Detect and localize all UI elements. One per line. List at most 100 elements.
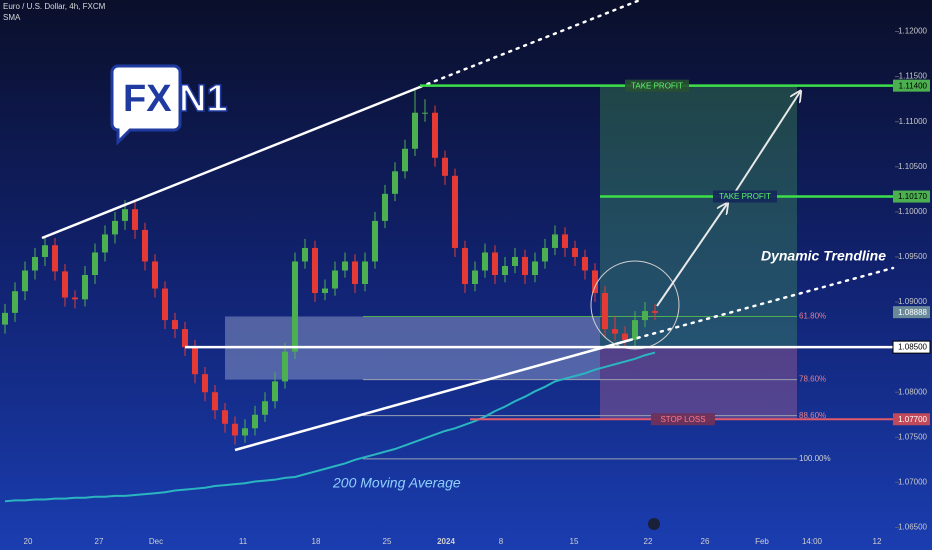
candle-body bbox=[622, 333, 628, 340]
price-badge bbox=[893, 306, 930, 319]
candle-body bbox=[522, 256, 528, 275]
candle-body bbox=[42, 245, 48, 257]
candle-body bbox=[532, 261, 538, 275]
candle-body bbox=[462, 247, 468, 285]
price-badge bbox=[892, 340, 931, 354]
arrow bbox=[656, 204, 727, 307]
fib-label: 88.60% bbox=[799, 411, 826, 420]
zone-loss bbox=[600, 347, 797, 420]
price-badge bbox=[893, 413, 930, 426]
icon[interactable] bbox=[648, 518, 660, 530]
candle-body bbox=[92, 252, 98, 275]
y-tick-label: 1.11000 bbox=[899, 117, 928, 126]
arrow bbox=[729, 92, 800, 201]
price-badge-label: 1.08500 bbox=[898, 343, 927, 352]
candle-body bbox=[342, 261, 348, 271]
candle-body bbox=[32, 256, 38, 271]
annotation: Dynamic Trendline bbox=[761, 248, 886, 264]
candle-body bbox=[112, 220, 118, 235]
candle-body bbox=[232, 423, 238, 436]
y-tick-label: 1.09500 bbox=[898, 252, 927, 261]
fib-label: 78.60% bbox=[799, 375, 826, 384]
candles bbox=[2, 90, 658, 503]
level-tag-bg bbox=[625, 79, 689, 92]
candle-body bbox=[562, 234, 568, 248]
candle-body bbox=[482, 252, 488, 271]
level-tag: TAKE PROFIT bbox=[719, 192, 771, 201]
price-badge bbox=[893, 79, 930, 92]
candle-body bbox=[2, 312, 8, 325]
candle-body bbox=[272, 381, 278, 402]
candle-body bbox=[612, 329, 618, 334]
candle-body bbox=[582, 256, 588, 271]
logo-text: FX bbox=[123, 78, 172, 120]
x-tick-label: Feb bbox=[755, 537, 769, 546]
candle-body bbox=[452, 175, 458, 248]
x-tick-label: 15 bbox=[570, 537, 579, 546]
price-badge-label: 1.10170 bbox=[898, 192, 927, 201]
candle-body bbox=[132, 209, 138, 230]
level-tag-bg bbox=[713, 190, 777, 203]
candle-body bbox=[252, 414, 258, 429]
sma-line bbox=[4, 351, 656, 503]
y-tick-label: 1.07500 bbox=[898, 432, 927, 441]
candle-body bbox=[172, 320, 178, 330]
candle-body bbox=[12, 291, 18, 313]
candle-body bbox=[372, 220, 378, 262]
fib-label: 61.80% bbox=[799, 312, 826, 321]
candle-body bbox=[642, 311, 648, 321]
y-tick-label: 1.11500 bbox=[899, 72, 928, 81]
candle-body bbox=[552, 234, 558, 248]
candle-body bbox=[332, 270, 338, 289]
x-tick-label: 11 bbox=[239, 537, 248, 546]
y-tick-label: 1.09000 bbox=[898, 297, 927, 306]
x-tick-label: 18 bbox=[312, 537, 321, 546]
annotation: 200 Moving Average bbox=[332, 475, 461, 491]
candle-body bbox=[492, 252, 498, 275]
candle-body bbox=[82, 275, 88, 300]
y-tick-label: 1.12000 bbox=[898, 27, 927, 36]
candle-body bbox=[62, 271, 68, 298]
candle-body bbox=[592, 270, 598, 294]
candle-body bbox=[442, 157, 448, 176]
axes: 1.06500 1.07000 1.07500 1.08000 1.08500 1.090… bbox=[24, 27, 931, 546]
candle-body bbox=[322, 288, 328, 294]
candle-body bbox=[542, 247, 548, 262]
logo-text: N1 bbox=[179, 78, 228, 120]
candle-body bbox=[362, 261, 368, 285]
x-tick-label: 26 bbox=[701, 537, 710, 546]
candle-body bbox=[162, 288, 168, 321]
candle-body bbox=[652, 311, 658, 313]
candle-body bbox=[52, 245, 58, 272]
candle-body bbox=[512, 256, 518, 266]
logo-box bbox=[110, 64, 182, 146]
indicator-name: SMA bbox=[3, 13, 21, 22]
price-badge-label: 1.11400 bbox=[899, 81, 928, 90]
x-tick-label: 8 bbox=[499, 537, 504, 546]
circle bbox=[590, 260, 680, 350]
zone-profit bbox=[600, 85, 797, 348]
y-tick-label: 1.10500 bbox=[898, 162, 927, 171]
price-badge-label: 1.08888 bbox=[898, 308, 927, 317]
y-tick-label: 1.08000 bbox=[898, 387, 927, 396]
level-tag: TAKE PROFIT bbox=[631, 81, 683, 90]
trendline-upper-ext bbox=[418, 0, 642, 89]
x-tick-label: 2024 bbox=[437, 537, 455, 546]
x-tick-label: 27 bbox=[95, 537, 104, 546]
candle-body bbox=[292, 261, 298, 352]
candle-body bbox=[502, 265, 508, 275]
price-badge bbox=[893, 190, 930, 203]
candle-body bbox=[142, 229, 148, 262]
candle-body bbox=[392, 171, 398, 194]
candle-body bbox=[312, 247, 318, 294]
candle-body bbox=[282, 351, 288, 382]
x-tick-label: 14:00 bbox=[802, 537, 823, 546]
candle-body bbox=[402, 148, 408, 172]
fib-label: 100.00% bbox=[799, 454, 831, 463]
candle-body bbox=[472, 270, 478, 285]
y-tick-label: 1.10000 bbox=[898, 207, 927, 216]
x-tick-label: 12 bbox=[873, 537, 882, 546]
trendline-lower-ext bbox=[628, 266, 895, 342]
candle-body bbox=[212, 392, 218, 411]
candle-body bbox=[122, 209, 128, 221]
